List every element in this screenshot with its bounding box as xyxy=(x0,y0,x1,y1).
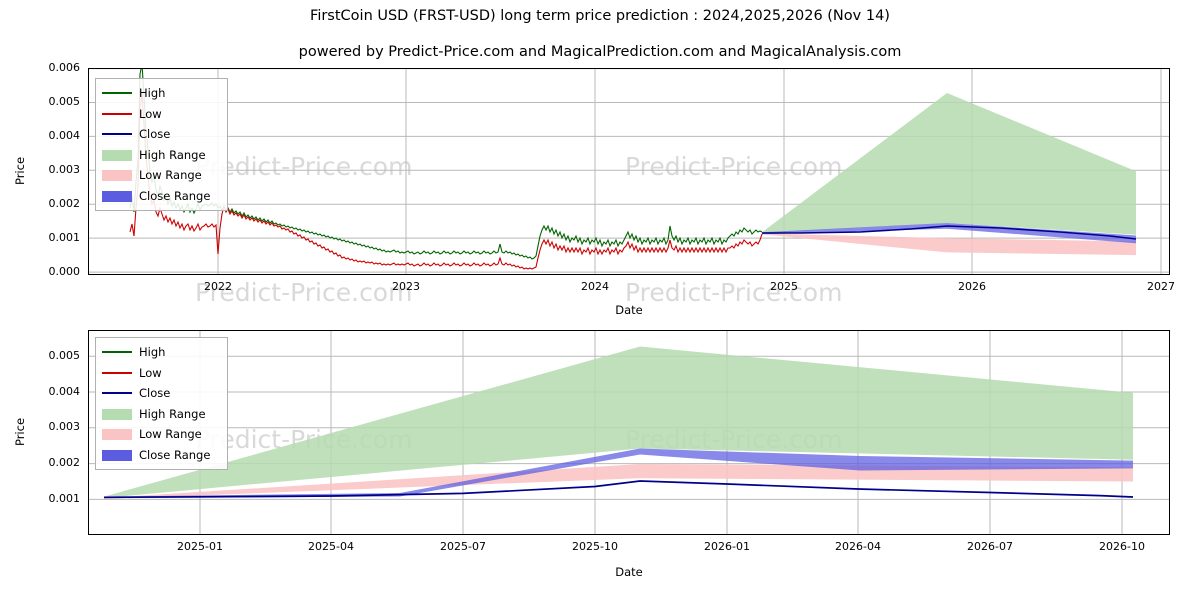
top-xtick-5: 2027 xyxy=(1147,280,1175,293)
legend-item-high-range-2[interactable]: High Range xyxy=(102,404,221,425)
legend-label-low-range: Low Range xyxy=(139,168,202,183)
bottom-legend: High Low Close High Range Low Range Clos… xyxy=(95,337,228,470)
bottom-ytick-4: 0.005 xyxy=(48,349,81,362)
top-ytick-5: 0.005 xyxy=(48,94,81,108)
legend-key-low-range xyxy=(102,169,132,182)
legend-label-close-range: Close Range xyxy=(139,188,211,203)
bottom-low-range-band xyxy=(104,464,1133,500)
top-xtick-2: 2024 xyxy=(581,280,609,293)
top-legend: High Low Close High Range Low Range Clos… xyxy=(95,78,228,211)
legend-label-low-range-2: Low Range xyxy=(139,427,202,442)
bottom-xtick-5: 2026-04 xyxy=(835,540,881,553)
top-high-range-band xyxy=(762,93,1136,235)
legend-key-close xyxy=(102,128,132,140)
bottom-yaxis-label: Price xyxy=(13,417,27,447)
legend-key-high-range-2 xyxy=(102,408,132,420)
bottom-xtick-7: 2026-10 xyxy=(1099,540,1145,553)
top-ytick-0: 0.000 xyxy=(48,264,81,278)
legend-key-close-range-2 xyxy=(102,449,132,461)
legend-label-high-range-2: High Range xyxy=(139,406,206,421)
top-ytick-4: 0.004 xyxy=(48,128,81,142)
legend-key-high-2 xyxy=(102,346,132,358)
top-ytick-6: 0.006 xyxy=(48,61,81,74)
bottom-xaxis-label: Date xyxy=(615,565,643,579)
legend-label-low: Low xyxy=(139,106,162,121)
bottom-close-series xyxy=(103,480,1134,499)
legend-item-close-range[interactable]: Close Range xyxy=(102,186,221,207)
legend-key-low xyxy=(102,108,132,120)
top-high-series xyxy=(129,69,763,260)
legend-label-high: High xyxy=(139,86,166,101)
bottom-ytick-1: 0.002 xyxy=(48,456,81,469)
legend-item-high[interactable]: High xyxy=(102,83,221,104)
legend-label-low-2: Low xyxy=(139,365,162,380)
legend-item-low-range[interactable]: Low Range xyxy=(102,165,221,186)
top-plot-area xyxy=(88,68,1170,275)
legend-key-low-range-2 xyxy=(102,428,132,441)
bottom-close-range-band xyxy=(104,448,1133,499)
legend-item-low[interactable]: Low xyxy=(102,104,221,125)
top-xaxis-label: Date xyxy=(615,303,643,317)
top-ytick-2: 0.002 xyxy=(48,196,81,210)
legend-item-close-range-2[interactable]: Close Range xyxy=(102,445,221,466)
top-ytick-1: 0.001 xyxy=(48,230,81,244)
legend-item-high-2[interactable]: High xyxy=(102,342,221,363)
top-xtick-0: 2022 xyxy=(204,280,232,293)
bottom-plot-area xyxy=(88,330,1170,535)
legend-key-high xyxy=(102,87,132,99)
top-low-series xyxy=(129,93,763,270)
page-subtitle: powered by Predict-Price.com and Magical… xyxy=(298,44,902,60)
bottom-xtick-2: 2025-07 xyxy=(440,540,486,553)
legend-key-close-range xyxy=(102,190,132,202)
bottom-ytick-3: 0.004 xyxy=(48,385,81,398)
top-close-range-band xyxy=(762,223,1136,244)
top-close-series xyxy=(762,225,1137,240)
top-ytick-3: 0.003 xyxy=(48,162,81,176)
legend-label-close-range-2: Close Range xyxy=(139,447,211,462)
legend-item-low-2[interactable]: Low xyxy=(102,363,221,384)
legend-item-low-range-2[interactable]: Low Range xyxy=(102,424,221,445)
bottom-xtick-4: 2026-01 xyxy=(704,540,750,553)
bottom-xtick-6: 2026-07 xyxy=(967,540,1013,553)
legend-label-high-2: High xyxy=(139,345,166,360)
bottom-xtick-3: 2025-10 xyxy=(572,540,618,553)
legend-item-close-2[interactable]: Close xyxy=(102,383,221,404)
legend-item-close[interactable]: Close xyxy=(102,124,221,145)
top-low-range-band xyxy=(762,233,1136,256)
page-title: FirstCoin USD (FRST-USD) long term price… xyxy=(310,8,890,24)
bottom-ytick-0: 0.001 xyxy=(48,492,81,505)
legend-label-close-2: Close xyxy=(139,386,171,401)
legend-item-high-range[interactable]: High Range xyxy=(102,145,221,166)
legend-key-high-range xyxy=(102,149,132,161)
legend-label-high-range: High Range xyxy=(139,147,206,162)
bottom-ytick-2: 0.003 xyxy=(48,420,81,433)
bottom-xtick-1: 2025-04 xyxy=(308,540,354,553)
bottom-xtick-0: 2025-01 xyxy=(177,540,223,553)
top-xtick-1: 2023 xyxy=(392,280,420,293)
top-xtick-3: 2025 xyxy=(770,280,798,293)
top-xtick-4: 2026 xyxy=(958,280,986,293)
legend-key-low-2 xyxy=(102,367,132,379)
legend-key-close-2 xyxy=(102,387,132,399)
legend-label-close: Close xyxy=(139,127,171,142)
bottom-high-range-band xyxy=(104,346,1133,498)
